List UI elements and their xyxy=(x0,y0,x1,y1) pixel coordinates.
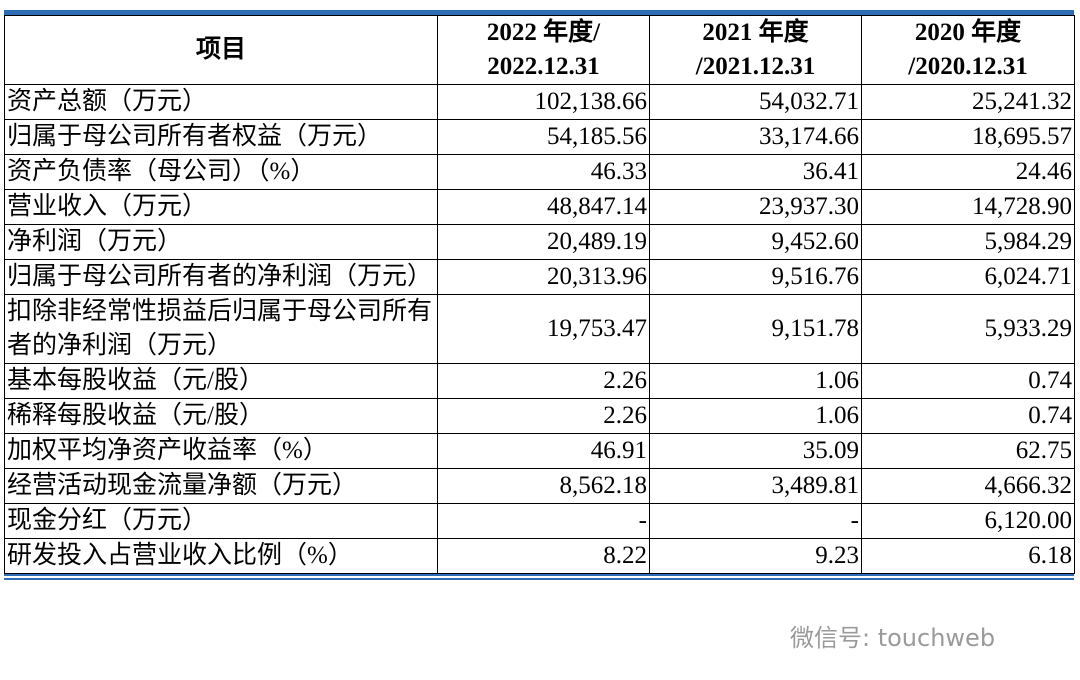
header-row: 项目 2022 年度/ 2022.12.31 2021 年度 /2021.12.31… xyxy=(4,15,1075,85)
value-cell: 20,313.96 xyxy=(437,259,650,295)
value-cell: 35.09 xyxy=(649,433,862,469)
row-label: 经营活动现金流量净额（万元） xyxy=(4,468,438,504)
value-cell: 33,174.66 xyxy=(649,119,862,155)
watermark: 微信号: touchweb xyxy=(790,624,996,652)
table-row: 稀释每股收益（元/股） 2.26 1.06 0.74 xyxy=(4,398,1075,434)
value-cell: 6,120.00 xyxy=(861,503,1075,539)
table-row: 经营活动现金流量净额（万元） 8,562.18 3,489.81 4,666.32 xyxy=(4,468,1075,504)
value-cell: 2.26 xyxy=(437,398,650,434)
table-row: 扣除非经常性损益后归属于母公司所有者的净利润（万元） 19,753.47 9,151… xyxy=(4,294,1075,364)
value-cell: 20,489.19 xyxy=(437,224,650,260)
value-cell: 36.41 xyxy=(649,154,862,190)
value-cell: 8,562.18 xyxy=(437,468,650,504)
row-label: 资产总额（万元） xyxy=(4,84,438,120)
financial-table: 项目 2022 年度/ 2022.12.31 2021 年度 /2021.12.31… xyxy=(4,15,1075,574)
value-cell: 54,032.71 xyxy=(649,84,862,120)
row-label: 净利润（万元） xyxy=(4,224,438,260)
header-cell: 2020 年度 /2020.12.31 xyxy=(861,15,1075,85)
row-label: 扣除非经常性损益后归属于母公司所有者的净利润（万元） xyxy=(4,294,438,364)
value-cell: 4,666.32 xyxy=(861,468,1075,504)
row-label: 营业收入（万元） xyxy=(4,189,438,225)
header-cell: 2022 年度/ 2022.12.31 xyxy=(437,15,650,85)
value-cell: 6,024.71 xyxy=(861,259,1075,295)
value-cell: 62.75 xyxy=(861,433,1075,469)
value-cell: 8.22 xyxy=(437,538,650,574)
value-cell: 46.33 xyxy=(437,154,650,190)
value-cell: 24.46 xyxy=(861,154,1075,190)
value-cell: 25,241.32 xyxy=(861,84,1075,120)
table-row: 加权平均净资产收益率（%） 46.91 35.09 62.75 xyxy=(4,433,1075,469)
row-label: 加权平均净资产收益率（%） xyxy=(4,433,438,469)
table-row: 净利润（万元） 20,489.19 9,452.60 5,984.29 xyxy=(4,224,1075,260)
value-cell: 2.26 xyxy=(437,363,650,399)
value-cell: 102,138.66 xyxy=(437,84,650,120)
table-row: 资产总额（万元） 102,138.66 54,032.71 25,241.32 xyxy=(4,84,1075,120)
value-cell: 5,933.29 xyxy=(861,294,1075,364)
value-cell: 14,728.90 xyxy=(861,189,1075,225)
value-cell: 5,984.29 xyxy=(861,224,1075,260)
row-label: 归属于母公司所有者权益（万元） xyxy=(4,119,438,155)
table-frame: 项目 2022 年度/ 2022.12.31 2021 年度 /2021.12.31… xyxy=(4,10,1075,580)
value-cell: 9,151.78 xyxy=(649,294,862,364)
value-cell: 0.74 xyxy=(861,363,1075,399)
value-cell: - xyxy=(649,503,862,539)
header-cell: 项目 xyxy=(4,15,438,85)
row-label: 资产负债率（母公司）（%） xyxy=(4,154,438,190)
value-cell: 9.23 xyxy=(649,538,862,574)
value-cell: 1.06 xyxy=(649,398,862,434)
row-label: 现金分红（万元） xyxy=(4,503,438,539)
value-cell: 1.06 xyxy=(649,363,862,399)
value-cell: 18,695.57 xyxy=(861,119,1075,155)
value-cell: 46.91 xyxy=(437,433,650,469)
value-cell: 6.18 xyxy=(861,538,1075,574)
row-label: 稀释每股收益（元/股） xyxy=(4,398,438,434)
value-cell: - xyxy=(437,503,650,539)
table-row: 营业收入（万元） 48,847.14 23,937.30 14,728.90 xyxy=(4,189,1075,225)
value-cell: 48,847.14 xyxy=(437,189,650,225)
value-cell: 9,452.60 xyxy=(649,224,862,260)
table-row: 归属于母公司所有者权益（万元） 54,185.56 33,174.66 18,695.… xyxy=(4,119,1075,155)
value-cell: 0.74 xyxy=(861,398,1075,434)
table-row: 基本每股收益（元/股） 2.26 1.06 0.74 xyxy=(4,363,1075,399)
value-cell: 19,753.47 xyxy=(437,294,650,364)
value-cell: 54,185.56 xyxy=(437,119,650,155)
value-cell: 9,516.76 xyxy=(649,259,862,295)
header-cell: 2021 年度 /2021.12.31 xyxy=(649,15,862,85)
table-row: 归属于母公司所有者的净利润（万元） 20,313.96 9,516.76 6,024.… xyxy=(4,259,1075,295)
row-label: 归属于母公司所有者的净利润（万元） xyxy=(4,259,438,295)
table-row: 研发投入占营业收入比例（%） 8.22 9.23 6.18 xyxy=(4,538,1075,574)
row-label: 研发投入占营业收入比例（%） xyxy=(4,538,438,574)
value-cell: 3,489.81 xyxy=(649,468,862,504)
table-row: 现金分红（万元） - -6,120.00 xyxy=(4,503,1075,539)
value-cell: 23,937.30 xyxy=(649,189,862,225)
row-label: 基本每股收益（元/股） xyxy=(4,363,438,399)
table-row: 资产负债率（母公司）（%） 46.33 36.41 24.46 xyxy=(4,154,1075,190)
